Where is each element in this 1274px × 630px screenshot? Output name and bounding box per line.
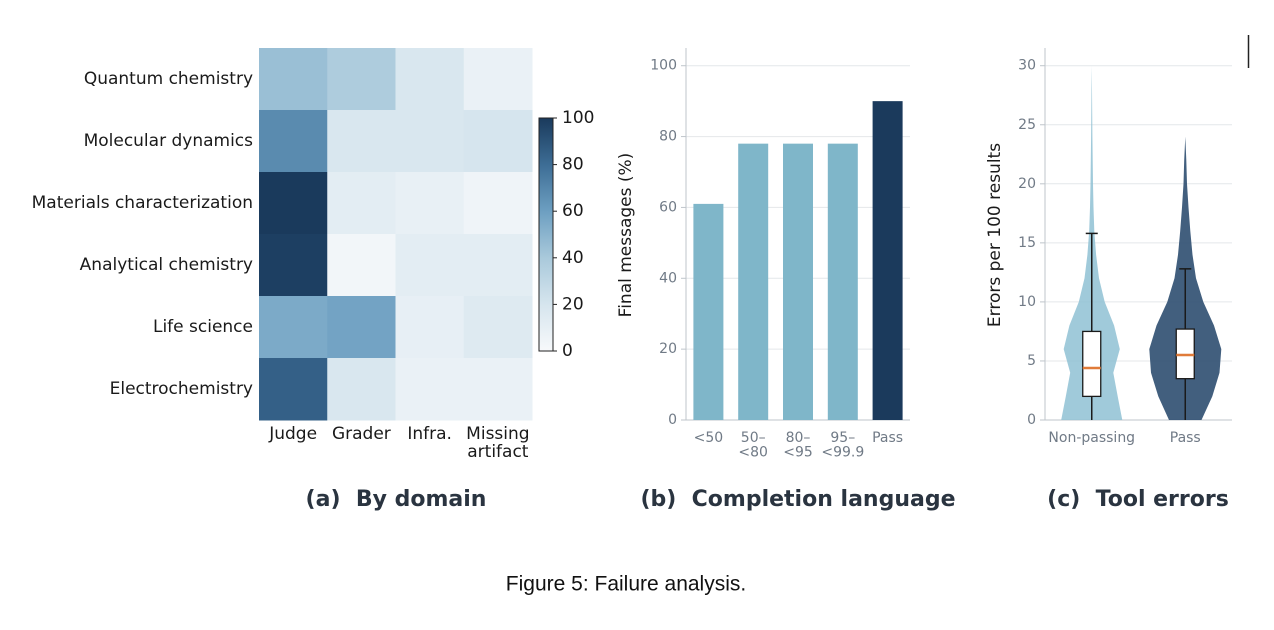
x-tick-label: 95– <99.9 [821,430,864,461]
heat-cell [463,234,533,297]
heat-cell [395,358,465,421]
y-tick-label: 30 [1018,58,1036,74]
y-tick-label: 100 [650,58,677,74]
heat-cell [463,110,533,173]
caption: Figure 5: Failure analysis. [506,573,746,596]
y-tick-label: 40 [659,270,677,286]
heat-cell [327,234,396,297]
colorbar-tick-label: 100 [562,108,594,128]
heat-cell [327,172,396,235]
heat-cell [327,110,396,173]
row-label: Materials characterization [32,193,253,213]
y-tick-label: 25 [1018,117,1036,133]
x-tick-label: <50 [694,430,724,446]
heat-cell [395,110,465,173]
bar [827,143,858,420]
y-tick-label: 20 [1018,176,1036,192]
bar [738,143,769,420]
column-label: Infra. [407,424,452,444]
heat-cell [259,110,328,173]
heat-cell [259,172,328,235]
colorbar-tick-label: 0 [562,341,573,361]
panel-title: (c) Tool errors [1047,487,1229,512]
row-label: Electrochemistry [110,379,253,399]
heat-cell [463,48,533,111]
x-tick-label: Pass [872,430,903,446]
x-tick-label: 50– <80 [738,430,768,461]
heat-cell [259,234,328,297]
column-label: Missing artifact [466,424,529,462]
heat-cell [259,296,328,359]
y-tick-label: 60 [659,199,677,215]
x-tick-label: Pass [1170,430,1201,446]
heat-cell [327,358,396,421]
panel-title: (a) By domain [306,487,487,512]
y-axis-label: Errors per 100 results [985,143,1005,327]
heat-cell [463,358,533,421]
row-label: Life science [153,317,253,337]
heat-cell [395,48,465,111]
heat-cell [327,296,396,359]
row-label: Molecular dynamics [84,131,254,151]
y-tick-label: 15 [1018,235,1036,251]
y-tick-label: 10 [1018,294,1036,310]
bar [872,101,903,421]
heat-cell [259,358,328,421]
y-tick-label: 0 [1027,412,1036,428]
box [1082,330,1102,398]
heat-cell [395,296,465,359]
colorbar-tick-label: 80 [562,155,584,175]
column-label: Judge [268,424,317,444]
x-tick-label: 80– <95 [783,430,813,461]
colorbar [538,117,554,352]
heat-cell [463,296,533,359]
heat-cell [395,234,465,297]
panel-title: (b) Completion language [640,487,955,512]
violin [1149,65,1222,420]
bar [783,143,813,420]
heat-cell [395,172,465,235]
heat-cell [327,48,396,111]
row-label: Analytical chemistry [80,255,253,275]
colorbar-tick-label: 20 [562,294,584,314]
heat-cell [463,172,533,235]
y-tick-label: 20 [659,341,677,357]
bar [693,203,724,420]
column-label: Grader [332,424,391,444]
y-axis-label: Final messages (%) [616,153,636,318]
colorbar-tick-label: 60 [562,201,584,221]
y-tick-label: 5 [1027,353,1036,369]
heat-cell [259,48,328,111]
colorbar-tick-label: 40 [562,248,584,268]
row-label: Quantum chemistry [84,69,253,89]
x-tick-label: Non-passing [1048,430,1135,446]
y-tick-label: 80 [659,129,677,145]
y-tick-label: 0 [668,412,677,428]
